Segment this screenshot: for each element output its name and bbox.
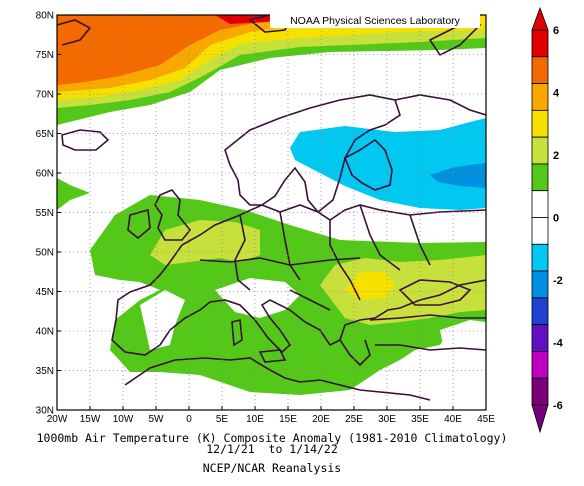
lat-tick-label: 30N: [36, 406, 54, 417]
anomaly-area-balkan-yellow: [345, 272, 395, 300]
anomaly-area-atlantic-green: [57, 178, 90, 210]
colorbar-label: -6: [553, 400, 563, 412]
lat-tick-label: 50N: [36, 248, 54, 259]
anomaly-area-north-cold-dark: [430, 163, 486, 188]
colorbar-label: -2: [553, 275, 563, 287]
lon-tick-label: 5W: [149, 414, 165, 425]
coastlines: [57, 15, 486, 401]
anomaly-area-central-yellowgreen: [150, 220, 260, 265]
lat-tick-label: 55N: [36, 208, 54, 219]
colorbar-segment: [531, 377, 549, 406]
anomaly-area-alps-white: [215, 278, 300, 318]
colorbar-segment: [531, 270, 549, 299]
lon-tick-label: 30E: [378, 414, 396, 425]
colorbar-segment: [531, 136, 549, 165]
credit-label: NOAA Physical Sciences Laboratory: [270, 14, 480, 28]
lat-tick-label: 40N: [36, 327, 54, 338]
colorbar-label: -4: [553, 338, 564, 350]
colorbar-segment: [531, 190, 549, 218]
colorbar-max-arrow: [531, 6, 549, 31]
anomaly-area-iberia-white: [140, 290, 185, 350]
lon-tick-label: 40E: [444, 414, 462, 425]
lon-tick-label: 10W: [113, 414, 134, 425]
colorbar-label: 2: [553, 150, 559, 162]
lat-tick-label: 65N: [36, 129, 54, 140]
lon-tick-label: 15E: [279, 414, 297, 425]
lon-tick-label: 45E: [477, 414, 495, 425]
lon-tick-label: 0: [186, 414, 192, 425]
colorbar-label: 6: [553, 25, 559, 37]
caption-title: 1000mb Air Temperature (K) Composite Ano…: [36, 431, 508, 445]
lat-tick-label: 60N: [36, 169, 54, 180]
colorbar-segment: [531, 29, 549, 58]
lat-tick-label: 70N: [36, 90, 54, 101]
lon-tick-label: 20W: [47, 414, 68, 425]
lon-tick-label: 20E: [312, 414, 330, 425]
colorbar-segment: [531, 217, 549, 245]
colorbar-label: 4: [553, 88, 560, 100]
colorbar-segment: [531, 83, 549, 111]
anomaly-area-north-darkorange: [57, 15, 300, 85]
colorbar: 6 4 2 0 -2 -4 -6: [531, 6, 564, 434]
colorbar-segment: [531, 109, 549, 138]
lon-tick-label: 15W: [80, 414, 101, 425]
longitude-ticks: 20W 15W 10W 5W 0 5E 10E 15E 20E 25E 30E 35E 40E 45E: [47, 406, 495, 425]
lon-tick-label: 35E: [411, 414, 429, 425]
lon-tick-label: 5E: [216, 414, 229, 425]
colorbar-segment: [531, 243, 549, 272]
lat-tick-label: 80N: [36, 11, 54, 22]
colorbar-segment: [531, 324, 549, 352]
lon-tick-label: 25E: [345, 414, 363, 425]
colorbar-segment: [531, 351, 549, 379]
colorbar-label: 0: [553, 213, 559, 225]
caption-source: NCEP/NCAR Reanalysis: [202, 461, 342, 475]
lat-tick-label: 75N: [36, 50, 54, 61]
colorbar-segment: [531, 163, 549, 192]
colorbar-segment: [531, 56, 549, 84]
anomaly-area-north-cold-light: [290, 118, 486, 210]
lat-tick-label: 45N: [36, 287, 54, 298]
anomaly-area-turkey-white: [440, 320, 486, 370]
colorbar-segment: [531, 297, 549, 326]
caption-date-range: 12/1/21 to 1/14/22: [206, 442, 338, 456]
lon-tick-label: 10E: [246, 414, 264, 425]
lat-tick-label: 35N: [36, 366, 54, 377]
latitude-ticks: 80N 75N 70N 65N 60N 55N 50N 45N 40N 35N 30N: [36, 11, 61, 417]
colorbar-min-arrow: [531, 404, 549, 434]
